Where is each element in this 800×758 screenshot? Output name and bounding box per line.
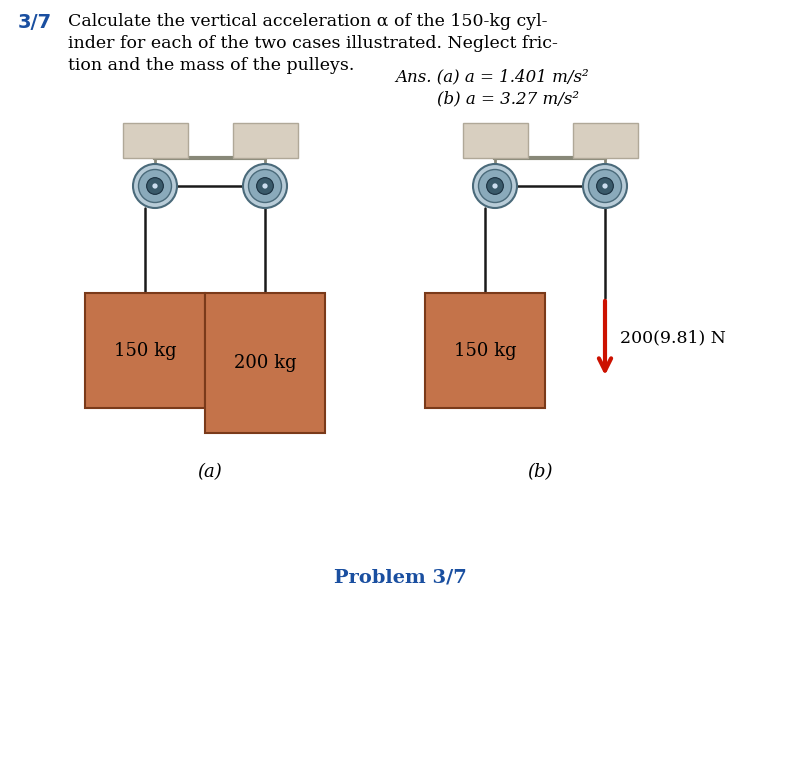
Text: Calculate the vertical acceleration α of the 150-kg cyl-: Calculate the vertical acceleration α of… (68, 13, 547, 30)
Bar (573, 123, 638, 158)
Circle shape (486, 177, 503, 194)
Text: inder for each of the two cases illustrated. Neglect fric-: inder for each of the two cases illustra… (68, 35, 558, 52)
Circle shape (257, 177, 274, 194)
Text: 200 kg: 200 kg (234, 354, 296, 372)
Circle shape (478, 170, 511, 202)
Bar (233, 123, 298, 158)
Bar (122, 123, 187, 158)
Bar (462, 123, 527, 158)
Circle shape (597, 177, 614, 194)
Circle shape (249, 170, 282, 202)
Circle shape (138, 170, 171, 202)
Text: 150 kg: 150 kg (114, 342, 176, 359)
Circle shape (589, 170, 622, 202)
Circle shape (602, 183, 608, 189)
Text: tion and the mass of the pulleys.: tion and the mass of the pulleys. (68, 57, 354, 74)
Text: (b): (b) (527, 463, 553, 481)
Text: 200(9.81) N: 200(9.81) N (620, 330, 726, 346)
Bar (205, 293, 325, 433)
Text: Ans. (a) a = 1.401 m/s²: Ans. (a) a = 1.401 m/s² (395, 68, 589, 85)
Text: (b) a = 3.27 m/s²: (b) a = 3.27 m/s² (395, 90, 579, 107)
Text: (a): (a) (198, 463, 222, 481)
Text: 3/7: 3/7 (18, 13, 52, 32)
Circle shape (146, 177, 163, 194)
Text: Problem 3/7: Problem 3/7 (334, 568, 466, 586)
Text: 150 kg: 150 kg (454, 342, 516, 359)
Circle shape (243, 164, 287, 208)
Bar (425, 293, 545, 408)
Circle shape (473, 164, 517, 208)
Circle shape (492, 183, 498, 189)
Circle shape (133, 164, 177, 208)
Circle shape (583, 164, 627, 208)
Bar (85, 293, 205, 408)
Circle shape (262, 183, 268, 189)
Circle shape (152, 183, 158, 189)
